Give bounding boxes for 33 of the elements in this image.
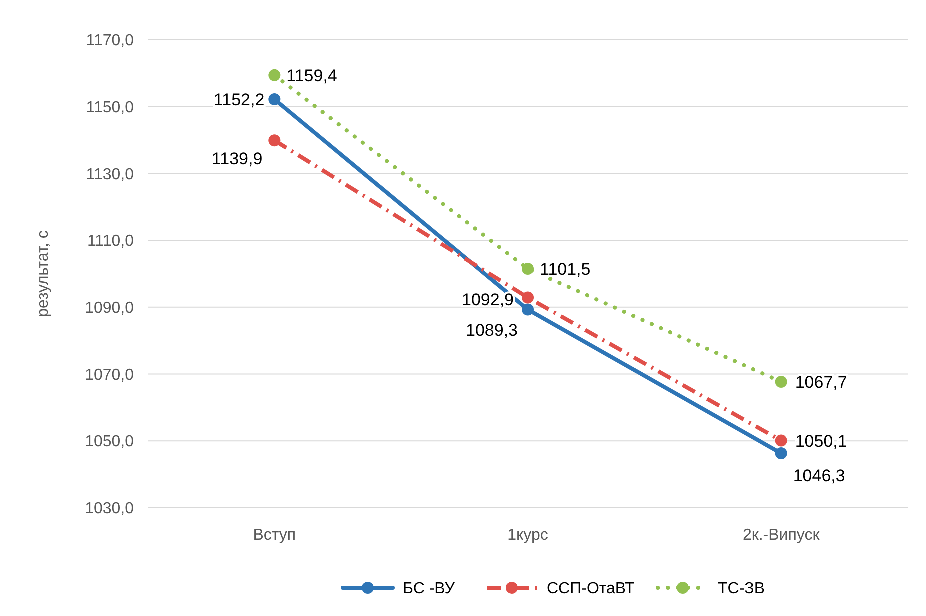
legend-label: ТС-ЗВ — [718, 580, 765, 598]
data-label: 1101,5 — [540, 260, 591, 279]
data-label: 1067,7 — [795, 372, 848, 392]
data-label: 1152,2 — [214, 90, 265, 110]
point — [775, 434, 788, 447]
point — [268, 69, 281, 82]
data-label: 1092,9 — [462, 290, 514, 310]
point — [522, 292, 534, 304]
y-tick-label: 1150,0 — [86, 99, 134, 116]
x-tick-label: 2к.-Випуск — [742, 527, 821, 544]
point — [522, 262, 534, 275]
point — [775, 376, 788, 388]
point — [775, 448, 788, 460]
data-label: 1139,9 — [212, 150, 263, 169]
y-tick-label: 1170,0 — [86, 32, 134, 50]
y-tick-label: 1130,0 — [86, 166, 134, 184]
data-label: 1159,4 — [286, 66, 338, 86]
point — [268, 94, 281, 106]
y-tick-label: 1090,0 — [85, 300, 134, 318]
y-tick-label: 1070,0 — [85, 366, 134, 384]
legend-label: БС -ВУ — [403, 580, 456, 598]
data-label: 1050,1 — [795, 432, 848, 451]
y-tick-label: 1050,0 — [85, 434, 134, 451]
x-tick-label: Вступ — [253, 527, 296, 544]
data-label: 1089,3 — [466, 320, 518, 340]
y-tick-label: 1030,0 — [85, 500, 134, 518]
x-tick-label: 1курс — [508, 527, 548, 544]
legend-label: ССП-ОтаВТ — [547, 580, 636, 598]
y-tick-label: 1110,0 — [87, 233, 134, 250]
y-axis-title: результат, с — [35, 230, 52, 318]
data-label: 1046,3 — [793, 466, 846, 486]
point — [268, 134, 281, 147]
point — [522, 304, 534, 316]
